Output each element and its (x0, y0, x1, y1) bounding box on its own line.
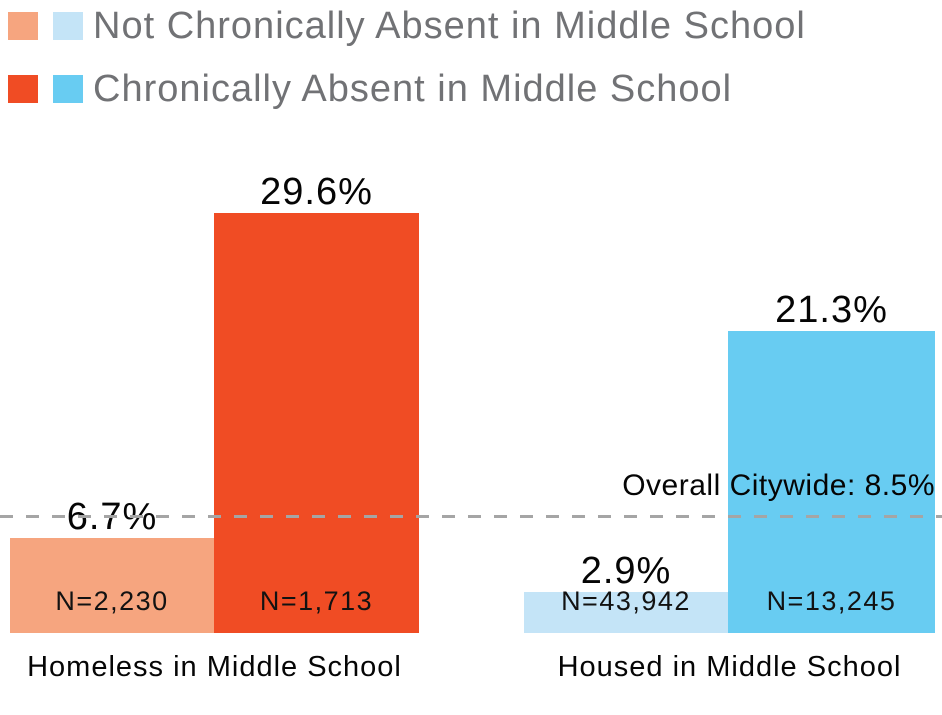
group-label-housed: Housed in Middle School (557, 651, 902, 683)
legend-label: Chronically Absent in Middle School (93, 68, 733, 110)
bar-sample-size-label: N=1,713 (259, 586, 374, 616)
legend-label: Not Chronically Absent in Middle School (93, 5, 806, 47)
legend-swatch-orange-light-icon (8, 12, 38, 40)
bar-rect: N=2,230 (10, 538, 214, 633)
legend-swatch-blue-icon (53, 75, 83, 103)
legend: Not Chronically Absent in Middle School … (8, 5, 806, 131)
bar-value-label: 2.9% (580, 550, 672, 592)
bar-sample-size-label: N=13,245 (766, 586, 897, 616)
bar-sample-size-label: N=2,230 (55, 586, 169, 616)
legend-swatch-blue-light-icon (53, 12, 83, 40)
legend-item-not-chronically-absent: Not Chronically Absent in Middle School (8, 5, 806, 47)
bar-sample-size-label: N=43,942 (561, 586, 691, 616)
citywide-reference-label: Overall Citywide: 8.5% (622, 469, 935, 502)
legend-swatch-red-icon (8, 75, 38, 103)
bar-rect: N=13,245 (728, 331, 935, 633)
bar-rect: N=43,942 (524, 588, 728, 633)
bar-rect: N=1,713 (214, 213, 419, 633)
legend-item-chronically-absent: Chronically Absent in Middle School (8, 68, 806, 110)
citywide-reference-line (0, 515, 942, 518)
bar-value-label: 29.6% (260, 171, 373, 213)
bar-value-label: 21.3% (775, 289, 888, 331)
group-label-homeless: Homeless in Middle School (27, 651, 402, 683)
